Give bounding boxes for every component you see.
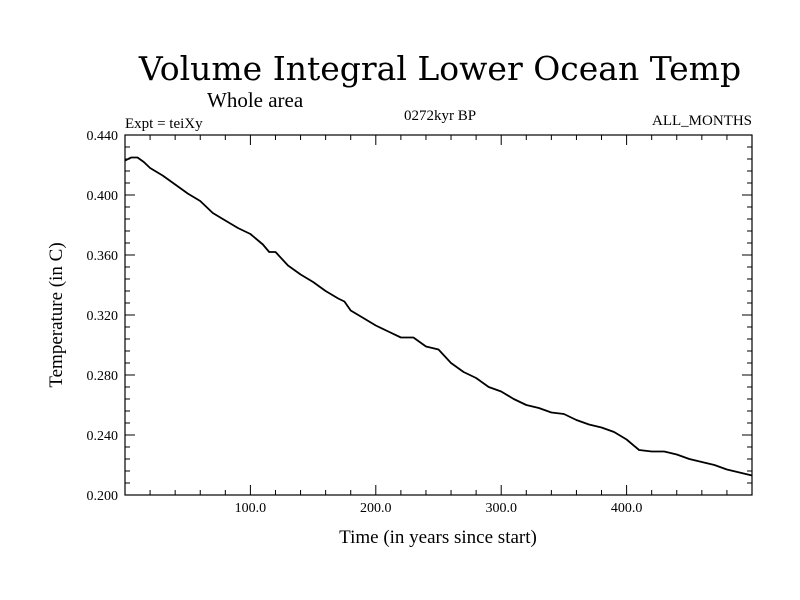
- y-tick-label: 0.320: [87, 309, 119, 324]
- x-axis-ticks: 100.0 200.0 300.0 400.0: [149, 135, 728, 516]
- x-axis-label: Time (in years since start): [339, 527, 537, 548]
- y-axis-label: Temperature (in C): [46, 242, 67, 387]
- plot-frame: [124, 134, 753, 496]
- series-layer: [124, 156, 753, 477]
- x-tick-label: 100.0: [235, 501, 267, 516]
- epoch-label: 0272kyr BP: [404, 108, 476, 124]
- y-axis-ticks: 0.200 0.240 0.280 0.320 0.360 0.400 0.440: [87, 129, 752, 504]
- months-label: ALL_MONTHS: [652, 113, 752, 129]
- x-tick-label: 400.0: [611, 501, 643, 516]
- y-tick-label: 0.360: [87, 249, 119, 264]
- y-tick-label: 0.400: [87, 189, 119, 204]
- x-tick-label: 300.0: [485, 501, 517, 516]
- y-tick-label: 0.440: [87, 129, 119, 144]
- chart-subtitle: Whole area: [207, 88, 304, 112]
- temperature-series-line: [124, 156, 753, 477]
- experiment-label: Expt = teiXy: [125, 116, 203, 132]
- chart-title: Volume Integral Lower Ocean Temp: [138, 49, 741, 88]
- x-tick-label: 200.0: [360, 501, 392, 516]
- y-tick-label: 0.240: [87, 429, 119, 444]
- y-tick-label: 0.280: [87, 369, 119, 384]
- y-tick-label: 0.200: [87, 489, 119, 504]
